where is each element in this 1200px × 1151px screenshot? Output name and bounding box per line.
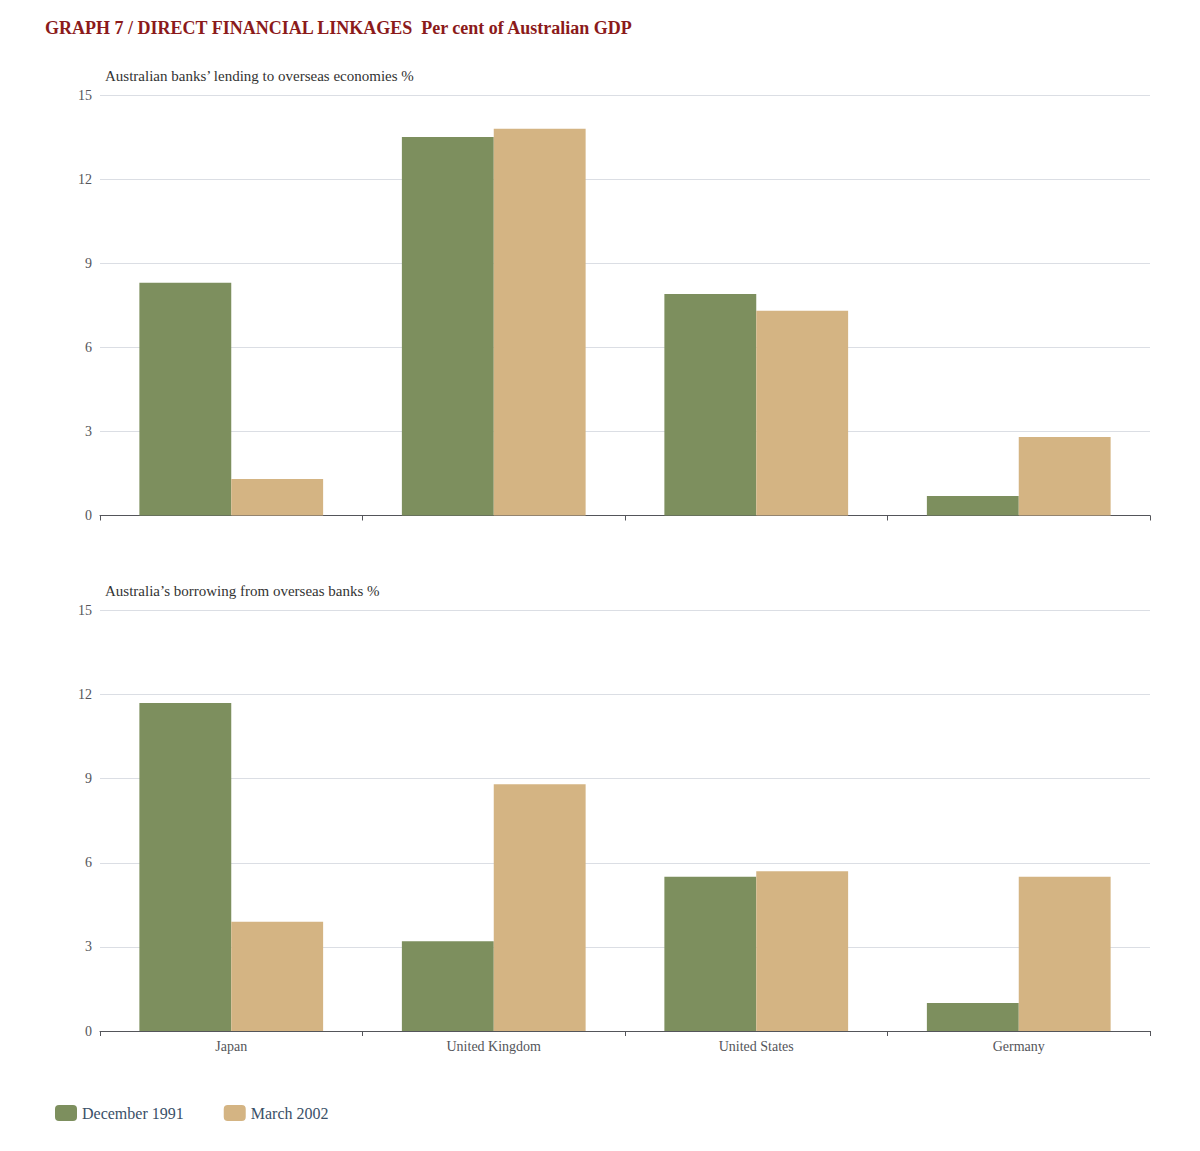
svg-text:December 1991: December 1991: [82, 1105, 184, 1122]
svg-text:3: 3: [85, 424, 92, 439]
svg-text:GRAPH 7 / DIRECT FINANCIAL LIN: GRAPH 7 / DIRECT FINANCIAL LINKAGES Per …: [45, 18, 632, 38]
svg-text:Germany: Germany: [993, 1039, 1045, 1054]
svg-text:United States: United States: [719, 1039, 794, 1054]
svg-text:Australia’s borrowing from ove: Australia’s borrowing from overseas bank…: [105, 583, 380, 599]
svg-text:0: 0: [85, 1024, 92, 1039]
svg-text:March 2002: March 2002: [251, 1105, 329, 1122]
svg-text:15: 15: [78, 88, 92, 103]
svg-text:6: 6: [85, 855, 92, 870]
svg-text:3: 3: [85, 939, 92, 954]
svg-text:0: 0: [85, 508, 92, 523]
svg-text:9: 9: [85, 771, 92, 786]
svg-text:15: 15: [78, 603, 92, 618]
svg-text:12: 12: [78, 172, 92, 187]
svg-text:9: 9: [85, 256, 92, 271]
svg-text:United Kingdom: United Kingdom: [447, 1039, 542, 1054]
svg-text:Japan: Japan: [215, 1039, 247, 1054]
svg-text:Australian banks’ lending to o: Australian banks’ lending to overseas ec…: [105, 68, 414, 84]
svg-text:6: 6: [85, 340, 92, 355]
svg-text:12: 12: [78, 687, 92, 702]
